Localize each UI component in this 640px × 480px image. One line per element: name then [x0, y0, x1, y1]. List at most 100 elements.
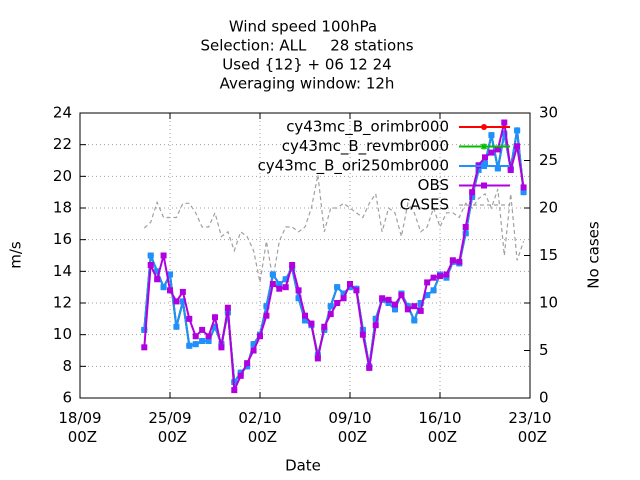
marker: [372, 315, 379, 322]
y-tick-label: 6: [62, 389, 72, 407]
marker: [462, 224, 469, 230]
y2-tick-label: 25: [539, 151, 558, 169]
marker: [366, 364, 373, 371]
marker: [269, 281, 276, 287]
marker: [480, 143, 488, 150]
chart-title: Selection: ALL 28 stations: [200, 37, 413, 55]
marker: [160, 252, 167, 259]
marker: [244, 360, 251, 367]
marker: [237, 372, 244, 379]
marker: [398, 292, 405, 299]
marker: [327, 303, 334, 310]
marker: [147, 262, 154, 268]
marker: [269, 271, 276, 278]
marker: [308, 320, 315, 327]
marker: [257, 333, 263, 340]
marker: [514, 143, 521, 150]
marker: [276, 285, 283, 292]
marker: [449, 257, 456, 264]
marker: [314, 355, 321, 362]
marker: [411, 303, 418, 310]
y-tick-label: 18: [53, 199, 72, 217]
marker: [192, 333, 199, 340]
legend-label: OBS: [418, 176, 449, 194]
marker: [385, 300, 392, 306]
y2-tick-label: 0: [539, 389, 549, 407]
marker: [353, 287, 360, 294]
marker: [295, 287, 302, 294]
y2-tick-label: 20: [539, 199, 558, 217]
marker: [469, 189, 476, 196]
marker: [295, 295, 302, 302]
marker: [141, 344, 148, 351]
marker: [482, 154, 488, 161]
marker: [186, 342, 193, 349]
marker: [481, 124, 487, 130]
marker: [276, 281, 283, 287]
x-tick-line: 09/10: [328, 409, 371, 427]
marker: [456, 258, 463, 265]
marker: [437, 273, 443, 280]
legend-label: cy43mc_B_orimbr000: [286, 118, 449, 137]
legend-label: cy43mc_B_revmbr000: [282, 137, 449, 156]
marker: [186, 315, 193, 322]
marker: [443, 271, 450, 278]
marker: [417, 300, 424, 306]
marker: [167, 287, 173, 294]
y2-tick-label: 5: [539, 341, 549, 359]
marker: [263, 312, 270, 319]
legend-label: cy43mc_B_ori250mbr000: [258, 157, 449, 176]
chart-title: Wind speed 100hPa: [229, 18, 377, 36]
marker: [282, 276, 289, 283]
x-tick-line: 25/09: [148, 409, 191, 427]
marker: [424, 279, 431, 286]
marker: [424, 292, 431, 299]
marker: [379, 295, 386, 302]
x-tick-line: 18/09: [58, 409, 101, 427]
y-tick-label: 24: [53, 104, 72, 122]
marker: [141, 326, 148, 333]
y2-axis-label: No cases: [585, 221, 603, 289]
marker: [507, 167, 514, 173]
marker: [481, 163, 487, 169]
marker: [154, 268, 161, 275]
marker: [340, 295, 347, 302]
marker: [321, 323, 328, 330]
x-tick-line: 00Z: [243, 428, 277, 446]
y-axis-label: m/s: [7, 241, 25, 269]
x-tick-label: 16/10 00Z: [418, 409, 461, 446]
x-tick-line: 00Z: [153, 428, 187, 446]
x-tick-line: 00Z: [513, 428, 547, 446]
marker: [462, 230, 469, 237]
marker: [327, 311, 334, 318]
marker: [494, 146, 501, 153]
marker: [501, 130, 508, 137]
marker: [192, 341, 199, 348]
marker: [244, 363, 251, 370]
marker: [167, 271, 173, 278]
marker: [263, 303, 270, 310]
marker: [475, 167, 482, 173]
marker: [147, 252, 154, 259]
marker: [173, 323, 180, 330]
x-tick-label: 23/10 00Z: [508, 409, 551, 446]
y-tick-label: 10: [53, 325, 72, 343]
plot-frame: [79, 112, 531, 399]
marker: [282, 284, 289, 291]
x-tick-label: 25/09 00Z: [148, 409, 191, 446]
marker: [199, 338, 206, 344]
x-tick-line: 00Z: [63, 428, 97, 446]
marker: [392, 301, 398, 308]
chart-title: Averaging window: 12h: [220, 75, 395, 93]
legend-label: CASES: [400, 196, 449, 214]
marker: [302, 317, 308, 324]
x-tick-line: 00Z: [333, 428, 367, 446]
marker: [488, 132, 495, 139]
x-tick-label: 18/09 00Z: [58, 409, 101, 446]
marker: [417, 307, 424, 314]
marker: [385, 296, 392, 303]
x-tick-label: 09/10 00Z: [328, 409, 371, 446]
y-tick-label: 22: [53, 135, 72, 153]
marker: [488, 149, 495, 156]
